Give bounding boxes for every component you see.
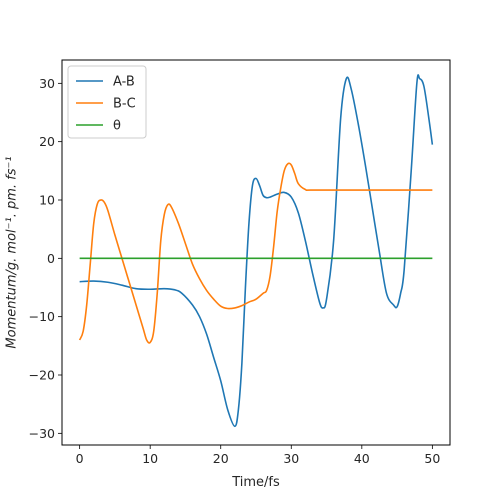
series-line-2 [78,162,433,344]
legend: A-B B-C θ [67,65,147,139]
y-tick-label: 20 [39,134,55,149]
plot-frame [61,59,451,446]
legend-label: A-B [113,75,135,90]
x-tick-label: 50 [424,451,440,466]
x-tick-label: 40 [354,451,370,466]
y-tick-label: −30 [29,426,55,441]
y-tick-label: 10 [39,193,55,208]
y-tick-label: 0 [47,251,55,266]
x-tick-label: 10 [142,451,158,466]
legend-label: θ [113,119,121,134]
tick-group: 0 10 20 30 40 50 −30 −20 −10 0 10 20 30 [29,76,441,466]
y-tick-label: 30 [39,76,55,91]
x-tick-label: 30 [283,451,299,466]
series-lines [78,74,434,428]
legend-label: B-C [113,97,136,112]
y-tick-label: −20 [29,368,55,383]
y-tick-label: −10 [29,309,55,324]
series-line-1 [79,74,434,428]
legend-box [67,65,147,139]
y-axis-label: Momentum/g. mol⁻¹. pm. fs⁻¹ [5,156,20,348]
x-tick-label: 0 [76,451,84,466]
x-axis-label: Time/fs [231,475,280,490]
x-tick-label: 20 [213,451,229,466]
